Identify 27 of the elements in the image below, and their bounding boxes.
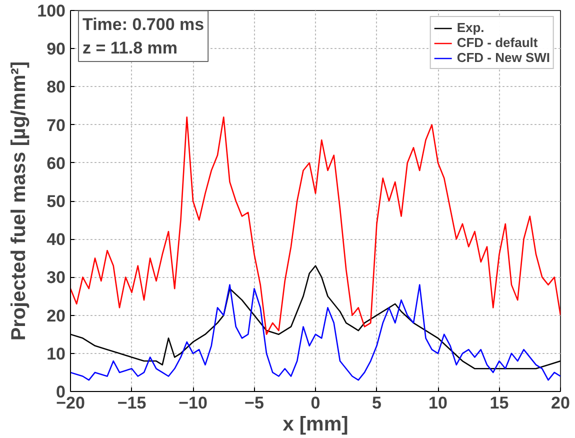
legend-label: Exp. — [456, 20, 484, 35]
legend-label: CFD - New SWI — [456, 50, 550, 65]
line-series — [70, 116, 560, 335]
y-tick-label: 70 — [46, 116, 66, 135]
y-tick-label: 30 — [46, 268, 66, 288]
x-axis-title: x [mm] — [282, 414, 348, 436]
y-tick-label: 20 — [46, 306, 66, 326]
y-tick-label: 90 — [46, 40, 66, 59]
line-series — [70, 284, 560, 381]
annotation: z = 11.8 mm — [82, 38, 178, 58]
x-tick-label: 0 — [310, 394, 320, 412]
y-tick-label: 40 — [46, 230, 66, 250]
y-tick-label: 80 — [46, 78, 66, 97]
x-tick-label: −5 — [244, 394, 264, 412]
y-tick-label: 100 — [37, 2, 66, 20]
legend-label: CFD - default — [456, 35, 538, 50]
annotation: Time: 0.700 ms — [82, 14, 204, 34]
y-tick-label: 60 — [46, 154, 66, 173]
y-tick-label: 10 — [46, 344, 66, 364]
x-tick-label: −10 — [178, 394, 208, 412]
y-tick-label: 50 — [46, 192, 66, 211]
y-axis-title: Projected fuel mass [µg/mm²] — [8, 61, 30, 341]
x-tick-label: 5 — [372, 394, 382, 412]
x-tick-label: 20 — [551, 394, 570, 412]
x-tick-label: −15 — [117, 394, 146, 412]
x-tick-label: 15 — [490, 394, 509, 412]
x-tick-label: 10 — [428, 394, 448, 412]
